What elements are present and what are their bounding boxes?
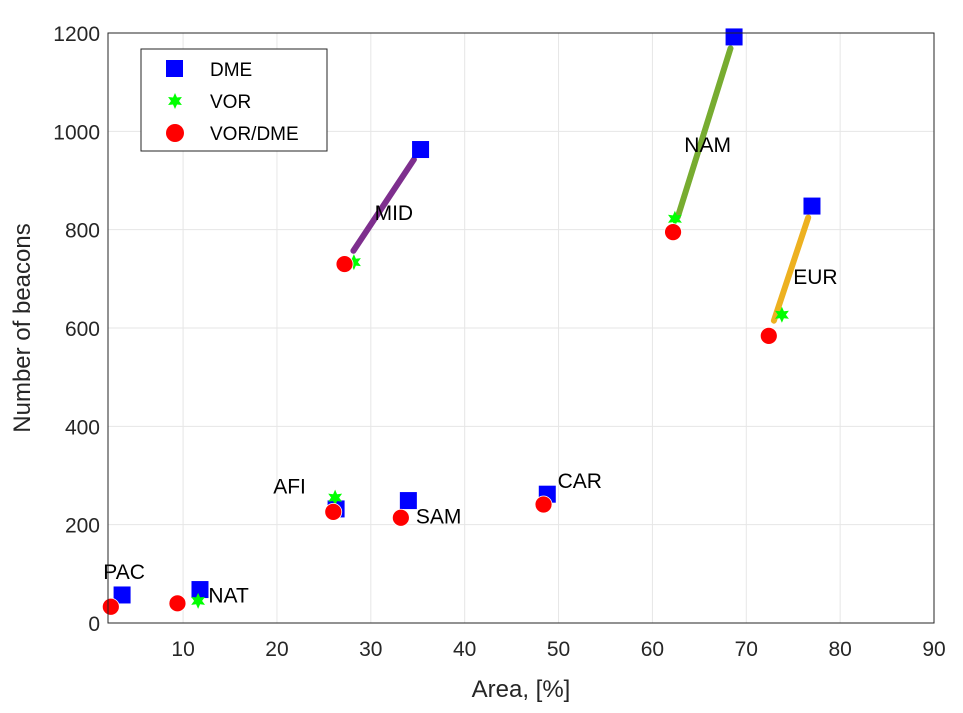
x-tick-label: 20 xyxy=(265,638,288,661)
point-vordme-nat xyxy=(168,594,187,613)
point-dme-nat xyxy=(191,581,209,599)
point-vordme-eur xyxy=(759,326,778,345)
legend: DME VOR VOR/DME xyxy=(140,48,328,152)
region-label-eur: EUR xyxy=(793,266,837,289)
point-dme-eur xyxy=(803,197,821,215)
legend-vordme-marker xyxy=(166,124,184,142)
point-vor-afi xyxy=(328,489,343,506)
y-axis-label: Number of beacons xyxy=(9,223,36,432)
plot-border xyxy=(107,32,935,624)
y-tick-label: 800 xyxy=(65,220,100,243)
x-tick-label: 30 xyxy=(359,638,382,661)
trend-line-nam xyxy=(674,45,734,220)
x-axis-label: Area, [%] xyxy=(472,676,571,703)
region-label-car: CAR xyxy=(558,470,602,493)
region-label-afi: AFI xyxy=(273,476,306,499)
legend-dme-marker xyxy=(166,60,183,77)
tick-labels: 10 20 30 40 50 60 70 80 90 0 200 400 600 800 1000 1200 xyxy=(53,23,945,661)
region-label-nam: NAM xyxy=(684,134,731,157)
trend-lines xyxy=(350,45,812,324)
x-tick-label: 70 xyxy=(735,638,758,661)
point-vordme-afi xyxy=(324,502,343,521)
trend-line-mid xyxy=(350,156,417,254)
point-dme-nam xyxy=(725,28,743,46)
region-label-sam: SAM xyxy=(416,506,462,529)
point-vordme-mid xyxy=(335,255,354,273)
y-tick-label: 1000 xyxy=(53,121,100,144)
point-dme-mid xyxy=(412,141,430,159)
point-vordme-nam xyxy=(664,223,682,242)
y-tick-label: 0 xyxy=(88,613,100,636)
point-vor-nam xyxy=(668,210,682,227)
legend-vor-label: VOR xyxy=(210,92,251,113)
region-label-mid: MID xyxy=(375,202,414,225)
region-label-pac: PAC xyxy=(103,561,145,584)
point-vor-eur xyxy=(775,306,789,323)
point-dme-pac xyxy=(113,586,131,604)
legend-vor-marker xyxy=(168,93,182,109)
point-vor-nat xyxy=(191,592,205,609)
point-dme-sam xyxy=(399,492,417,510)
region-labels: PAC NAT AFI SAM CAR MID NAM EUR xyxy=(103,134,837,607)
trend-line-eur xyxy=(770,214,812,324)
y-tick-label: 200 xyxy=(65,515,100,538)
y-tick-label: 600 xyxy=(65,318,100,341)
x-tick-label: 60 xyxy=(641,638,664,661)
point-vordme-car xyxy=(534,495,553,514)
legend-vordme-label: VOR/DME xyxy=(210,124,299,145)
data-points xyxy=(101,28,821,616)
point-vordme-pac xyxy=(101,597,120,616)
x-tick-label: 10 xyxy=(171,638,194,661)
y-tick-label: 400 xyxy=(65,416,100,439)
x-tick-label: 50 xyxy=(547,638,570,661)
x-tick-label: 40 xyxy=(453,638,476,661)
x-tick-label: 80 xyxy=(828,638,851,661)
x-tick-label: 90 xyxy=(922,638,945,661)
legend-dme-label: DME xyxy=(210,60,252,81)
point-vor-mid xyxy=(347,254,361,271)
region-label-nat: NAT xyxy=(208,584,249,607)
point-vordme-sam xyxy=(391,508,410,527)
y-tick-label: 1200 xyxy=(53,23,100,46)
